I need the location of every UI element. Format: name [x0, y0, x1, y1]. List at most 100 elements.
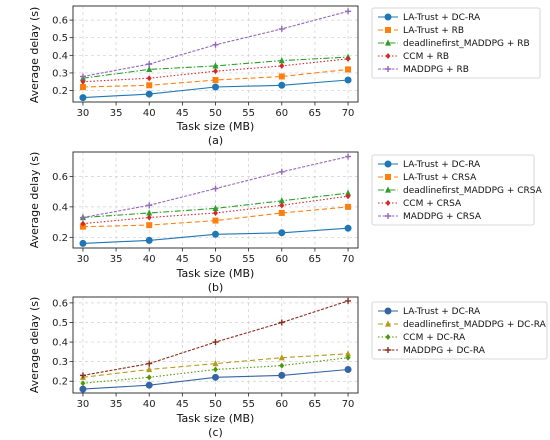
data-point	[79, 372, 86, 379]
y-tick-label: 0.4	[52, 202, 68, 213]
x-tick-label: 35	[110, 399, 123, 410]
data-point	[146, 214, 152, 221]
panel-caption: (a)	[208, 134, 223, 147]
data-point	[278, 57, 285, 64]
data-point	[145, 381, 153, 389]
data-point	[345, 55, 351, 62]
y-tick-label: 0.5	[52, 33, 68, 44]
data-point	[80, 78, 86, 85]
legend-entry: MADDPG + CRSA	[403, 212, 482, 222]
y-tick-label: 0.2	[52, 86, 68, 97]
data-point	[79, 94, 87, 102]
data-point	[345, 354, 351, 361]
x-axis-label: Task size (MB)	[176, 412, 255, 425]
legend-entry: MADDPG + RB	[403, 65, 469, 75]
data-point	[278, 371, 286, 379]
data-point	[212, 373, 219, 381]
x-tick-label: 35	[110, 108, 123, 119]
data-point	[278, 73, 285, 80]
legend-entry: CCM + CRSA	[403, 199, 462, 209]
x-axis-label: Task size (MB)	[176, 267, 255, 280]
x-tick-label: 50	[209, 108, 222, 119]
data-point	[278, 354, 285, 361]
x-tick-label: 65	[309, 254, 322, 265]
data-point	[80, 220, 86, 227]
data-point	[345, 297, 352, 304]
data-point	[278, 229, 286, 237]
data-point	[146, 222, 153, 229]
data-point	[345, 203, 352, 210]
data-point	[146, 374, 152, 381]
x-tick-label: 50	[209, 399, 222, 410]
x-tick-label: 65	[309, 399, 322, 410]
data-point	[146, 365, 153, 373]
data-point	[278, 168, 285, 175]
legend-entry: deadlinefirst_MADDPG + DC-RA	[403, 320, 547, 330]
data-point	[213, 209, 218, 216]
x-tick-label: 60	[275, 254, 288, 265]
data-point	[213, 68, 218, 75]
data-point	[146, 61, 153, 68]
legend-entry: deadlinefirst_MADDPG + RB	[403, 39, 530, 49]
legend-entry: LA-Trust + CRSA	[403, 173, 477, 183]
data-point	[345, 8, 352, 15]
legend-swatch-marker	[385, 213, 391, 219]
data-point	[79, 73, 86, 80]
x-tick-label: 55	[242, 108, 255, 119]
y-tick-label: 0.3	[52, 357, 68, 368]
x-tick-label: 35	[110, 254, 123, 265]
legend-entry: LA-Trust + DC-RA	[403, 13, 481, 23]
legend-swatch-marker	[385, 66, 391, 72]
x-tick-label: 40	[143, 108, 156, 119]
data-point	[212, 185, 219, 192]
y-tick-label: 0.5	[52, 318, 68, 329]
x-tick-label: 60	[275, 108, 288, 119]
legend: LA-Trust + DC-RA deadlinefirst_MADDPG + D…	[371, 301, 548, 360]
data-point	[345, 66, 352, 73]
x-tick-label: 45	[176, 108, 189, 119]
data-point	[344, 365, 352, 373]
legend-swatch-marker	[384, 160, 392, 168]
data-point	[212, 339, 219, 346]
legend-entry: LA-Trust + DC-RA	[403, 160, 481, 170]
y-tick-label: 0.4	[52, 338, 68, 349]
legend-entry: LA-Trust + DC-RA	[403, 307, 481, 317]
data-point	[146, 82, 153, 89]
x-tick-label: 30	[77, 254, 90, 265]
y-axis-label: Average delay (s)	[28, 297, 41, 394]
x-tick-label: 60	[275, 399, 288, 410]
data-point	[146, 209, 153, 216]
y-tick-label: 0.2	[52, 233, 68, 244]
y-tick-label: 0.6	[52, 298, 68, 309]
legend-swatch-marker	[385, 27, 391, 33]
legend-entry: deadlinefirst_MADDPG + CRSA	[403, 186, 543, 196]
data-point	[212, 76, 219, 83]
data-point	[145, 90, 153, 98]
y-tick-label: 0.3	[52, 68, 68, 79]
data-point	[79, 239, 87, 247]
x-tick-label: 30	[77, 399, 90, 410]
y-tick-label: 0.6	[52, 172, 68, 183]
legend-box	[371, 301, 548, 360]
data-point	[345, 153, 352, 160]
data-point	[79, 214, 86, 221]
x-tick-label: 55	[242, 399, 255, 410]
x-tick-label: 40	[143, 399, 156, 410]
data-point	[146, 360, 153, 367]
x-tick-label: 40	[143, 254, 156, 265]
x-tick-label: 50	[209, 254, 222, 265]
data-point	[279, 362, 285, 369]
x-axis-label: Task size (MB)	[176, 120, 255, 133]
data-point	[278, 81, 286, 89]
x-tick-label: 70	[342, 108, 355, 119]
data-point	[279, 62, 285, 69]
series-line-1	[82, 353, 349, 378]
y-tick-label: 0.2	[52, 377, 68, 388]
y-axis-label: Average delay (s)	[28, 7, 41, 104]
series-line-2	[82, 56, 349, 79]
legend-entry: CCM + RB	[403, 52, 449, 62]
legend-swatch-marker	[385, 39, 391, 46]
legend-entry: LA-Trust + RB	[403, 26, 464, 36]
legend-swatch-marker	[385, 347, 391, 353]
